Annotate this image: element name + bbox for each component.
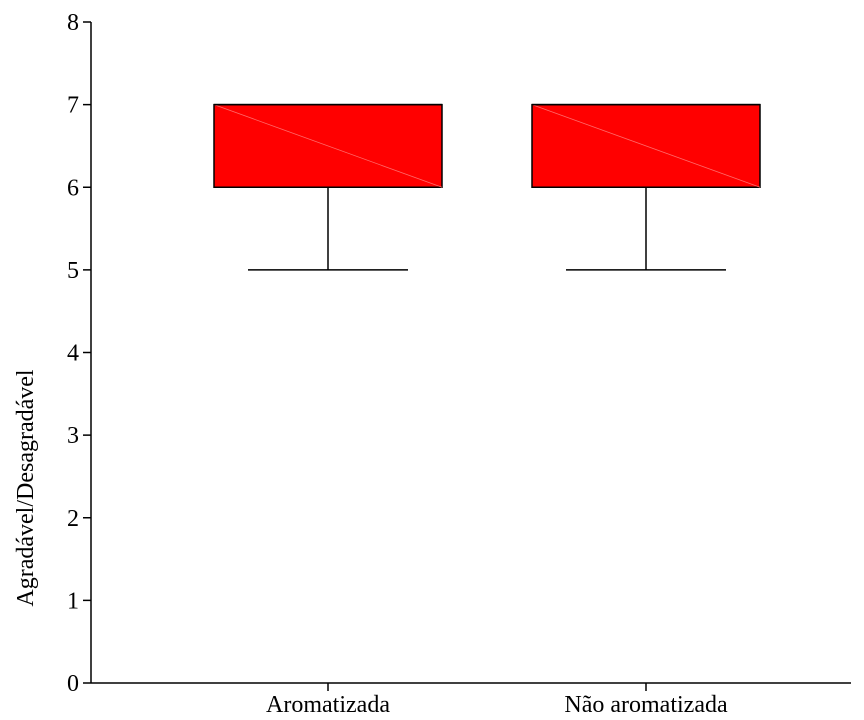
y-tick-label: 7 xyxy=(67,93,79,119)
box-diagonal xyxy=(531,104,761,188)
y-tick-label: 3 xyxy=(67,423,79,449)
y-ticks: 0 1 2 3 4 5 6 7 8 xyxy=(67,10,91,697)
x-category-label: Não aromatizada xyxy=(564,692,728,718)
box-diagonal xyxy=(213,104,443,188)
y-tick-label: 1 xyxy=(67,588,79,614)
y-tick-label: 0 xyxy=(67,671,79,697)
y-tick-label: 2 xyxy=(67,506,79,532)
y-tick-label: 4 xyxy=(67,341,79,367)
y-tick-label: 6 xyxy=(67,175,79,201)
y-axis-label: Agradável/Desagradável xyxy=(13,369,39,607)
boxes xyxy=(213,103,761,271)
y-tick-label: 5 xyxy=(67,258,79,284)
x-category-labels: Aromatizada Não aromatizada xyxy=(266,683,728,718)
y-tick-label: 8 xyxy=(67,10,79,36)
x-category-label: Aromatizada xyxy=(266,692,390,718)
